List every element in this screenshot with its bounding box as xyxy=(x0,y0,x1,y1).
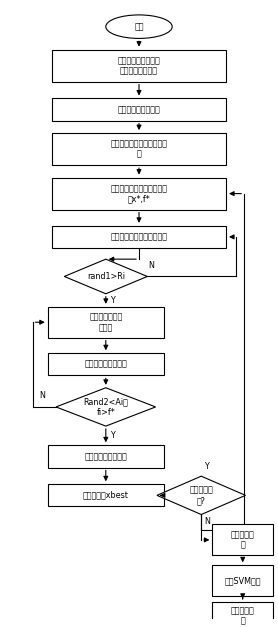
Text: 用遗传算法进行择优: 用遗传算法进行择优 xyxy=(85,360,127,369)
Text: 更新蝙蝠响度和速率: 更新蝙蝠响度和速率 xyxy=(85,452,127,461)
FancyBboxPatch shape xyxy=(48,307,164,338)
FancyBboxPatch shape xyxy=(52,98,226,120)
Text: 训练SVM模型: 训练SVM模型 xyxy=(224,576,261,585)
Text: N: N xyxy=(204,517,210,527)
Text: 排列蝙蝠得xbest: 排列蝙蝠得xbest xyxy=(83,491,129,500)
Text: 识别交通状
态: 识别交通状 态 xyxy=(231,606,255,626)
FancyBboxPatch shape xyxy=(48,484,164,507)
Text: 在最优解附近产
生扰动: 在最优解附近产 生扰动 xyxy=(89,312,122,332)
Text: N: N xyxy=(149,261,155,270)
Text: 设置核参数，初始化蝙蝠种
群: 设置核参数，初始化蝙蝠种 群 xyxy=(110,139,168,159)
FancyBboxPatch shape xyxy=(212,602,273,627)
FancyBboxPatch shape xyxy=(212,524,273,556)
Text: Y: Y xyxy=(110,431,115,440)
Text: 划分训练集，测试集: 划分训练集，测试集 xyxy=(118,105,160,114)
Text: 开始: 开始 xyxy=(134,22,144,31)
Ellipse shape xyxy=(106,15,172,38)
Text: Rand2<Ai且
fi>f*: Rand2<Ai且 fi>f* xyxy=(83,398,128,416)
FancyBboxPatch shape xyxy=(48,445,164,468)
Text: Y: Y xyxy=(204,462,209,472)
Text: rand1>Ri: rand1>Ri xyxy=(87,272,125,281)
FancyBboxPatch shape xyxy=(48,353,164,376)
FancyBboxPatch shape xyxy=(52,226,226,248)
FancyBboxPatch shape xyxy=(212,565,273,596)
FancyBboxPatch shape xyxy=(52,177,226,209)
Text: Y: Y xyxy=(110,296,115,305)
Text: N: N xyxy=(39,391,45,400)
Text: 更新蝙蝠位置，速度，频率: 更新蝙蝠位置，速度，频率 xyxy=(110,233,168,241)
Polygon shape xyxy=(56,387,156,426)
Polygon shape xyxy=(64,259,147,294)
FancyBboxPatch shape xyxy=(52,133,226,165)
Text: 最大迭代次
数?: 最大迭代次 数? xyxy=(189,486,213,505)
FancyBboxPatch shape xyxy=(52,50,226,82)
Polygon shape xyxy=(157,476,245,515)
Text: 计算蝙蝠适应度函数值，得
到x*,f*: 计算蝙蝠适应度函数值，得 到x*,f* xyxy=(110,184,168,203)
Text: 获取高速公路参数数
据，运行状态数据: 获取高速公路参数数 据，运行状态数据 xyxy=(118,56,160,75)
Text: 输出最优参
数: 输出最优参 数 xyxy=(231,530,255,550)
